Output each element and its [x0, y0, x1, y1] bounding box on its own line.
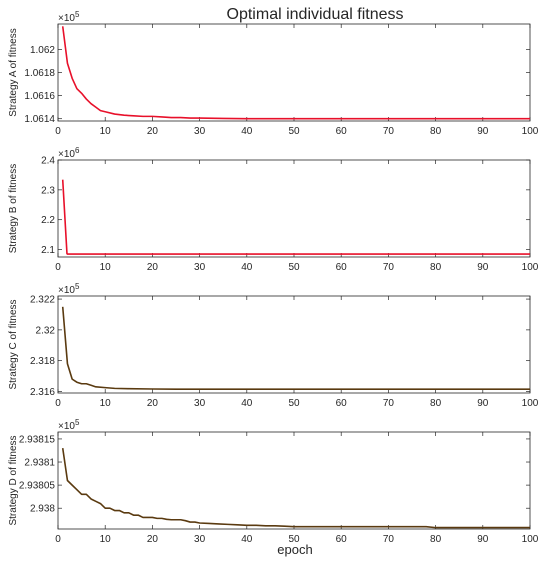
x-tick-label: 10	[100, 534, 112, 545]
multiplier-base: ×10	[58, 285, 75, 296]
x-tick-label: 50	[288, 398, 300, 409]
series-line	[61, 26, 530, 120]
y-tick-label: 2.3	[41, 185, 55, 196]
y-tick-label: 1.0616	[24, 91, 55, 102]
x-tick-label: 50	[288, 262, 300, 273]
multiplier-base: ×10	[58, 421, 75, 432]
x-tick-label: 70	[383, 534, 395, 545]
y-tick-label: 1.062	[30, 45, 55, 56]
x-tick-label: 0	[55, 534, 61, 545]
x-tick-label: 30	[194, 398, 206, 409]
axes-box	[57, 159, 531, 258]
chart-title: Optimal individual fitness	[227, 6, 404, 23]
multiplier-exponent: 5	[75, 282, 80, 291]
multiplier-exponent: 6	[75, 146, 80, 155]
subplot-1: 0 10 20 30 40 50 60 70 80 90 100 1.0614 1.0616 1.0618…	[8, 10, 539, 137]
x-tick-label: 20	[147, 126, 159, 137]
multiplier-base: ×10	[58, 13, 75, 24]
x-tick-label: 80	[430, 126, 442, 137]
x-tick-label: 20	[147, 398, 159, 409]
x-tick-label: 60	[336, 126, 348, 137]
y-axis-label: Strategy D of fitness	[8, 435, 19, 525]
y-tick-label: 2.93815	[19, 434, 56, 445]
x-tick-label: 100	[522, 126, 539, 137]
y-tick-label: 1.0614	[24, 114, 55, 125]
x-tick-label: 50	[288, 534, 300, 545]
x-tick-label: 10	[100, 126, 112, 137]
y-tick-label: 2.9381	[24, 458, 55, 469]
x-tick-label: 40	[241, 262, 253, 273]
x-tick-label: 40	[241, 126, 253, 137]
y-tick-label: 1.0618	[24, 68, 55, 79]
x-tick-label: 10	[100, 262, 112, 273]
y-tick-label: 2.1	[41, 245, 55, 256]
series-line	[61, 306, 530, 390]
x-tick-label: 70	[383, 126, 395, 137]
x-tick-label: 90	[477, 534, 489, 545]
y-tick-label: 2.316	[30, 387, 55, 398]
x-tick-label: 80	[430, 534, 442, 545]
x-tick-label: 80	[430, 398, 442, 409]
multiplier-exponent: 5	[75, 10, 80, 19]
x-tick-label: 30	[194, 126, 206, 137]
x-tick-label: 40	[241, 534, 253, 545]
subplot-4: 0 10 20 30 40 50 60 70 80 90 100 2.938 2.93805 2.9381…	[8, 418, 539, 545]
x-tick-label: 60	[336, 262, 348, 273]
x-tick-label: 60	[336, 398, 348, 409]
x-tick-label: 80	[430, 262, 442, 273]
x-tick-label: 20	[147, 534, 159, 545]
x-tick-label: 20	[147, 262, 159, 273]
y-tick-label: 2.32	[36, 325, 56, 336]
x-tick-label: 100	[522, 534, 539, 545]
multiplier-base: ×10	[58, 149, 75, 160]
x-tick-label: 100	[522, 262, 539, 273]
subplot-2: 0 10 20 30 40 50 60 70 80 90 100 2.1 2.2 2.3 2.4×106 St…	[8, 146, 539, 273]
y-tick-label: 2.318	[30, 356, 55, 367]
subplots: 0 10 20 30 40 50 60 70 80 90 1001.06141.06161.0618…	[8, 10, 539, 545]
axes-box	[57, 295, 531, 394]
x-tick-label: 0	[55, 398, 61, 409]
y-axis-label: Strategy C of fitness	[8, 299, 19, 389]
y-axis-multiplier: ×105	[58, 418, 80, 432]
x-tick-label: 70	[383, 262, 395, 273]
x-tick-label: 70	[383, 398, 395, 409]
x-axis-label: epoch	[277, 542, 312, 557]
series-line	[61, 448, 530, 529]
x-tick-label: 30	[194, 534, 206, 545]
x-tick-label: 30	[194, 262, 206, 273]
y-axis-label: Strategy B of fitness	[8, 164, 19, 254]
x-tick-label: 90	[477, 262, 489, 273]
axes-box	[57, 23, 531, 122]
x-tick-label: 0	[55, 262, 61, 273]
y-axis-multiplier: ×105	[58, 282, 80, 296]
x-tick-label: 90	[477, 398, 489, 409]
series-line	[61, 179, 530, 255]
y-axis-multiplier: ×105	[58, 10, 80, 24]
y-tick-label: 2.4	[41, 156, 55, 167]
y-tick-label: 2.2	[41, 215, 55, 226]
axes-box	[57, 431, 531, 530]
y-axis-label: Strategy A of fitness	[8, 28, 19, 116]
x-tick-label: 100	[522, 398, 539, 409]
y-tick-label: 2.938	[30, 504, 55, 515]
y-tick-label: 2.322	[30, 295, 55, 306]
subplot-3: 0 10 20 30 40 50 60 70 80 90 100 2.316 2.318 2.32 2.32…	[8, 282, 539, 409]
x-tick-label: 60	[336, 534, 348, 545]
y-tick-label: 2.93805	[19, 481, 56, 492]
x-tick-label: 40	[241, 398, 253, 409]
x-tick-label: 50	[288, 126, 300, 137]
x-tick-label: 90	[477, 126, 489, 137]
y-axis-multiplier: ×106	[58, 146, 80, 160]
x-tick-label: 10	[100, 398, 112, 409]
x-tick-label: 0	[55, 126, 61, 137]
multiplier-exponent: 5	[75, 418, 80, 427]
